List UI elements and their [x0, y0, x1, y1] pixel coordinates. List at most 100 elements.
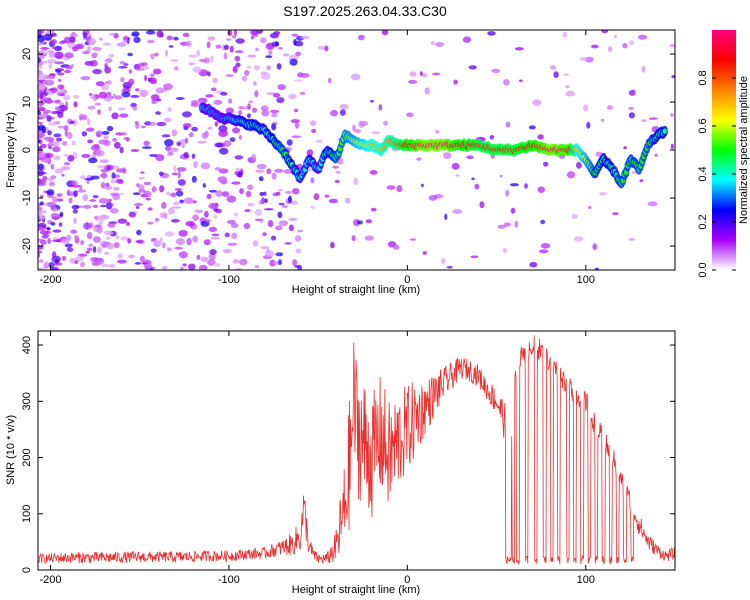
noise-blob	[144, 75, 148, 82]
noise-blob	[207, 71, 211, 77]
noise-blob	[43, 157, 49, 164]
noise-blob	[371, 131, 381, 135]
noise-blob	[38, 215, 46, 220]
tick-label: 0.8	[697, 70, 709, 85]
noise-blob	[180, 266, 184, 270]
noise-blob	[209, 249, 217, 255]
noise-blob	[315, 140, 323, 143]
noise-blob	[102, 244, 107, 248]
noise-blob	[357, 34, 365, 41]
noise-blob	[268, 50, 273, 56]
noise-blob	[251, 107, 258, 113]
noise-blob	[487, 31, 496, 36]
noise-blob	[39, 84, 47, 90]
noise-blob	[232, 34, 237, 39]
noise-blob	[109, 264, 116, 268]
noise-blob	[502, 247, 507, 254]
noise-blob	[639, 179, 644, 183]
tick-label: 0.6	[697, 118, 709, 133]
noise-blob	[237, 171, 243, 178]
noise-blob	[261, 109, 270, 117]
noise-blob	[451, 162, 460, 170]
noise-blob	[173, 165, 177, 172]
noise-blob	[92, 68, 102, 75]
noise-blob	[43, 152, 54, 159]
noise-blob	[114, 95, 123, 100]
noise-blob	[187, 263, 196, 270]
noise-blob	[293, 38, 297, 46]
noise-blob	[334, 179, 340, 184]
noise-blob	[100, 182, 106, 189]
noise-blob	[106, 242, 115, 250]
noise-blob	[264, 198, 268, 203]
tick-label: 100	[21, 505, 33, 523]
noise-blob	[130, 94, 140, 98]
noise-blob	[97, 109, 101, 115]
noise-blob	[281, 205, 288, 209]
noise-blob	[192, 235, 198, 243]
noise-blob	[128, 211, 136, 218]
noise-blob	[38, 57, 42, 63]
tick-label: -20	[21, 238, 33, 254]
noise-blob	[89, 199, 97, 202]
noise-blob	[212, 77, 218, 84]
noise-blob	[65, 101, 69, 107]
noise-blob	[497, 224, 506, 229]
noise-blob	[324, 45, 329, 52]
noise-blob	[540, 243, 551, 249]
spectrogram-x-label: Height of straight line (km)	[292, 284, 420, 296]
noise-blob	[63, 94, 71, 101]
noise-blob	[59, 211, 64, 217]
noise-blob	[127, 238, 132, 244]
noise-blob	[470, 255, 479, 259]
noise-blob	[56, 72, 65, 76]
noise-blob	[295, 248, 302, 254]
noise-blob	[510, 207, 516, 214]
noise-blob	[191, 175, 197, 183]
noise-blob	[270, 235, 277, 241]
noise-blob	[272, 92, 281, 98]
tick-label: 100	[577, 274, 595, 286]
noise-blob	[50, 39, 58, 44]
noise-blob	[592, 243, 597, 251]
noise-blob	[260, 105, 269, 112]
tick-label: 20	[21, 48, 33, 60]
tick-label: 0	[21, 567, 33, 573]
noise-blob	[67, 132, 73, 140]
noise-blob	[48, 121, 58, 126]
noise-blob	[58, 222, 63, 227]
noise-blob	[421, 73, 428, 78]
noise-blob	[409, 238, 417, 241]
noise-blob	[112, 94, 116, 97]
noise-blob	[139, 89, 149, 98]
noise-blob	[188, 132, 194, 138]
noise-blob	[112, 137, 118, 142]
noise-blob	[53, 155, 61, 161]
noise-blob	[246, 113, 251, 118]
noise-blob	[154, 217, 160, 222]
noise-blob	[214, 121, 218, 127]
noise-blob	[80, 240, 84, 246]
noise-blob	[206, 259, 216, 266]
noise-blob	[669, 43, 675, 48]
noise-blob	[50, 163, 55, 170]
noise-blob	[282, 53, 290, 57]
noise-blob	[424, 87, 430, 95]
noise-blob	[73, 94, 80, 99]
noise-blob	[88, 157, 98, 164]
noise-blob	[225, 74, 234, 78]
noise-blob	[39, 82, 49, 85]
noise-blob	[43, 264, 47, 268]
noise-blob	[311, 129, 317, 133]
noise-blob	[225, 107, 234, 114]
noise-blob	[235, 62, 241, 68]
noise-blob	[76, 189, 87, 193]
noise-blob	[38, 54, 45, 58]
noise-blob	[288, 93, 297, 100]
noise-blob	[474, 183, 480, 190]
noise-blob	[235, 38, 245, 44]
noise-blob	[229, 45, 234, 53]
noise-blob	[51, 46, 62, 50]
